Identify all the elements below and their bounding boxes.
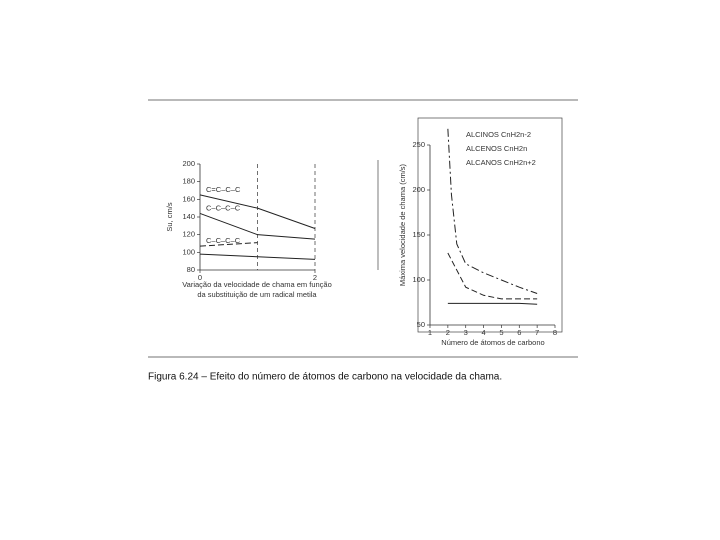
series-line (199, 242, 258, 247)
y-tick-label: 160 (182, 194, 195, 203)
y-tick-label: 100 (182, 247, 195, 256)
x-tick-label: 6 (517, 328, 521, 337)
series-label: C–C–C–C (206, 203, 241, 212)
x-tick-label: 2 (313, 273, 317, 282)
y-tick-label: 100 (412, 275, 425, 284)
caption: Figura 6.24 – Efeito do número de átomos… (148, 372, 502, 383)
x-tick-label: 2 (446, 328, 450, 337)
x-axis-label: Número de átomos de carbono (441, 338, 544, 347)
y-tick-label: 50 (417, 320, 425, 329)
series-line (199, 194, 316, 229)
series-line (199, 212, 316, 240)
x-tick-label: 3 (464, 328, 468, 337)
series-line (199, 253, 316, 260)
x-axis-label: da substituição de um radical metila (197, 290, 317, 299)
series-label: C=C–C–C (206, 185, 241, 194)
y-tick-label: 200 (182, 159, 195, 168)
y-tick-label: 80 (187, 265, 195, 274)
y-tick-label: 120 (182, 230, 195, 239)
y-axis-label: Su, cm/s (165, 202, 174, 231)
x-tick-label: 8 (553, 328, 557, 337)
legend-label: ALCINOS CnH2n-2 (466, 130, 531, 139)
y-tick-label: 250 (412, 140, 425, 149)
x-tick-label: 5 (499, 328, 503, 337)
y-axis-label: Máxima velocidade de chama (cm/s) (398, 163, 407, 286)
x-tick-label: 7 (535, 328, 539, 337)
series-line (447, 128, 538, 294)
right-frame (417, 117, 563, 333)
x-tick-label: 0 (198, 273, 202, 282)
series-label: C–C–C–C (206, 236, 241, 245)
series-line (447, 302, 538, 305)
x-axis-label: Variação da velocidade de chama em funçã… (182, 280, 332, 289)
y-tick-label: 180 (182, 177, 195, 186)
y-tick-label: 140 (182, 212, 195, 221)
y-tick-label: 200 (412, 185, 425, 194)
legend-label: ALCENOS CnH2n (466, 144, 527, 153)
x-tick-label: 1 (428, 328, 432, 337)
x-tick-label: 4 (481, 328, 485, 337)
series-line (447, 252, 538, 300)
legend-label: ALCANOS CnH2n+2 (466, 158, 536, 167)
y-tick-label: 150 (412, 230, 425, 239)
